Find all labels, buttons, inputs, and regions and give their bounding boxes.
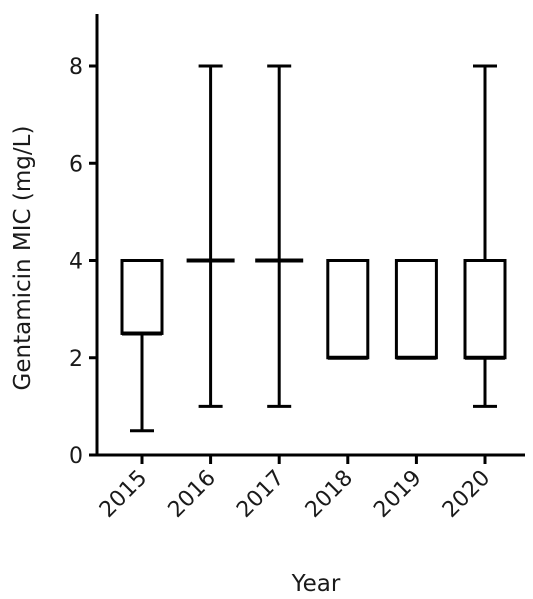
box-iqr [326, 259, 370, 360]
y-tick-label: 4 [69, 250, 83, 275]
box-iqr [120, 259, 164, 335]
y-tick-label: 8 [69, 55, 83, 80]
y-tick-label: 6 [69, 152, 83, 177]
box-iqr [394, 259, 438, 360]
x-axis-title: Year [291, 571, 341, 597]
y-axis-title: Gentamicin MIC (mg/L) [10, 126, 36, 391]
plot-area: 0 2 4 6 8 2015 2016 2017 2018 2019 2020 [69, 14, 525, 523]
y-tick-label: 2 [69, 347, 83, 372]
y-tick-label: 0 [69, 444, 83, 469]
x-tick-label: 2019 [369, 466, 426, 523]
box-iqr [463, 259, 507, 360]
x-tick-label: 2017 [232, 466, 289, 523]
x-tick-label: 2015 [95, 466, 152, 523]
x-tick-label: 2018 [301, 466, 358, 523]
x-tick-label: 2016 [164, 466, 221, 523]
x-tick-label: 2020 [438, 466, 495, 523]
